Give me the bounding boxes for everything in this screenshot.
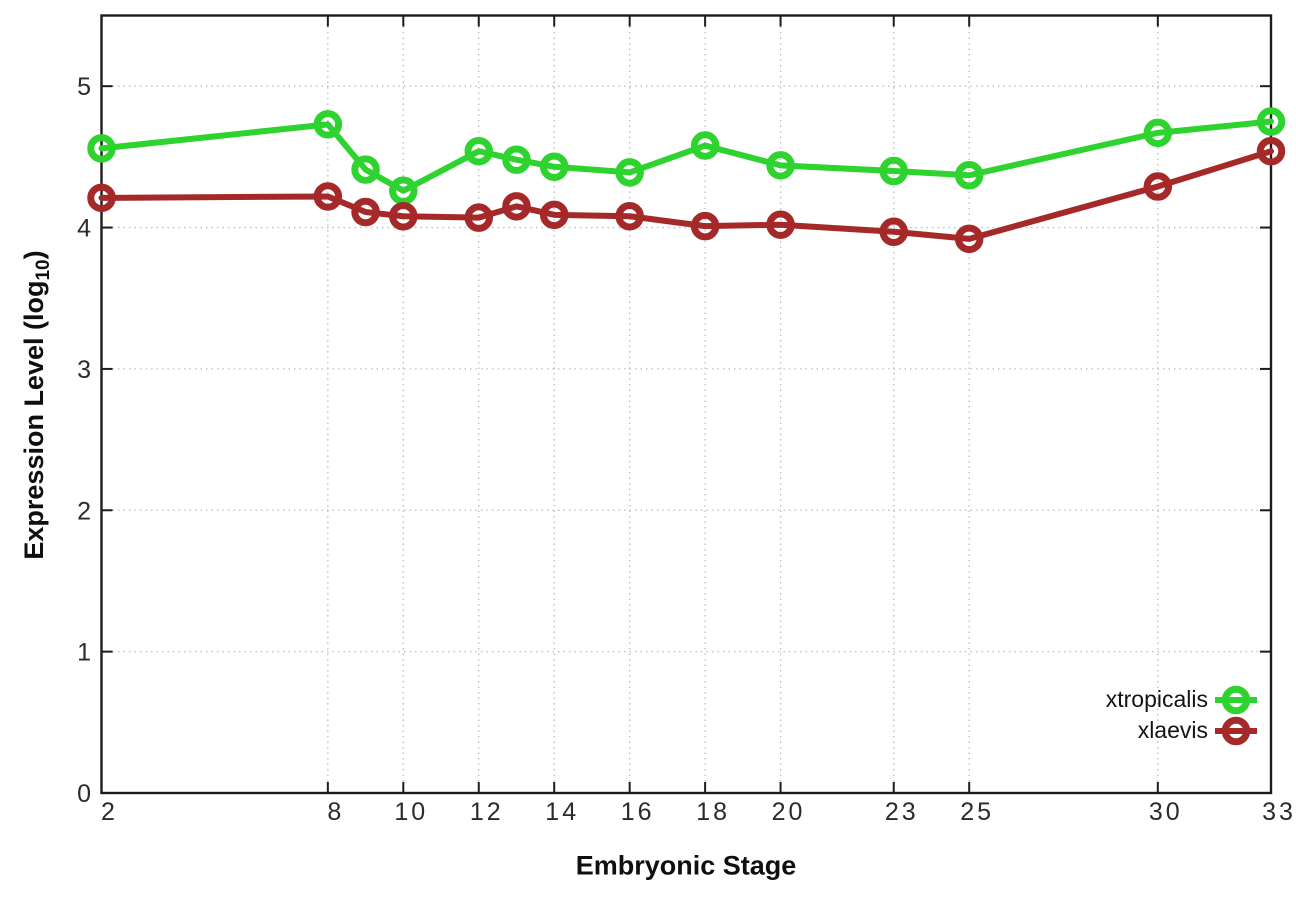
marker-xtropicalis-stage-33 [1256, 107, 1286, 136]
marker-xlaevis-stage-23 [879, 217, 908, 247]
y-tick-label-0: 0 [77, 780, 94, 808]
series-line-xtropicalis [98, 118, 1274, 194]
x-tick-label-16: 16 [621, 798, 655, 826]
y-tick-label-2: 2 [77, 497, 94, 525]
y-tick-label-1: 1 [77, 639, 94, 667]
marker-xtropicalis-stage-23 [879, 156, 908, 186]
x-tick-label-10: 10 [394, 798, 428, 826]
y-axis-title-text: Expression Level (log [18, 280, 49, 560]
marker-xlaevis-stage-14 [539, 200, 569, 230]
marker-xlaevis-stage-8 [313, 182, 343, 211]
x-tick-label-18: 18 [696, 798, 730, 826]
legend-item-xlaevis: xlaevis [1138, 715, 1259, 746]
y-axis-title: Expression Level (log10) [19, 250, 55, 559]
marker-xtropicalis-stage-16 [615, 158, 644, 187]
marker-xlaevis-stage-20 [766, 210, 795, 239]
marker-xtropicalis-stage-20 [766, 151, 795, 180]
x-tick-label-2: 2 [101, 798, 118, 826]
marker-xtropicalis-stage-8 [313, 110, 343, 139]
legend: xtropicalis xlaevis [1106, 684, 1259, 746]
marker-xlaevis-stage-9 [351, 197, 380, 227]
marker-xtropicalis-stage-30 [1143, 118, 1173, 148]
x-tick-label-33: 33 [1262, 798, 1296, 826]
marker-xlaevis-stage-25 [954, 224, 984, 254]
series-line-xlaevis [98, 148, 1274, 242]
marker-xlaevis-stage-16 [615, 201, 644, 231]
marker-xlaevis-stage-10 [389, 201, 418, 231]
legend-label-xlaevis: xlaevis [1137, 717, 1208, 743]
marker-xtropicalis-stage-25 [954, 160, 984, 190]
marker-xlaevis-stage-2 [87, 183, 116, 213]
marker-xtropicalis-stage-13 [502, 145, 531, 174]
marker-xlaevis-stage-30 [1143, 172, 1173, 201]
x-tick-label-23: 23 [885, 798, 919, 826]
x-tick-label-25: 25 [960, 798, 994, 826]
x-tick-label-20: 20 [772, 798, 806, 826]
legend-item-xtropicalis: xtropicalis [1106, 684, 1259, 715]
marker-xtropicalis-stage-18 [690, 131, 720, 160]
x-tick-label-12: 12 [470, 798, 504, 826]
x-axis-title: Embryonic Stage [575, 850, 797, 881]
legend-circle-sample [1221, 685, 1251, 714]
marker-xlaevis-stage-12 [464, 203, 494, 232]
y-tick-label-3: 3 [77, 356, 94, 384]
y-tick-label-4: 4 [77, 215, 94, 243]
legend-circle-sample [1221, 716, 1251, 745]
y-axis-title-close: ) [18, 250, 49, 260]
marker-xlaevis-stage-33 [1256, 136, 1286, 166]
marker-xtropicalis-stage-2 [87, 134, 116, 163]
legend-marker-xtropicalis [1215, 685, 1257, 714]
legend-label-xtropicalis: xtropicalis [1105, 686, 1208, 712]
y-axis-title-subscript: 10 [33, 259, 55, 281]
x-tick-label-30: 30 [1149, 798, 1183, 826]
marker-xlaevis-stage-13 [502, 192, 531, 221]
marker-xtropicalis-stage-10 [389, 176, 418, 206]
x-tick-label-14: 14 [545, 798, 579, 826]
x-tick-label-8: 8 [327, 798, 344, 826]
marker-xtropicalis-stage-9 [351, 155, 380, 184]
marker-xtropicalis-stage-14 [539, 152, 569, 182]
plot-border [100, 14, 1273, 795]
marker-xlaevis-stage-18 [690, 211, 720, 241]
marker-xtropicalis-stage-12 [464, 136, 494, 166]
legend-marker-xlaevis [1215, 716, 1257, 745]
y-tick-label-5: 5 [77, 73, 94, 101]
